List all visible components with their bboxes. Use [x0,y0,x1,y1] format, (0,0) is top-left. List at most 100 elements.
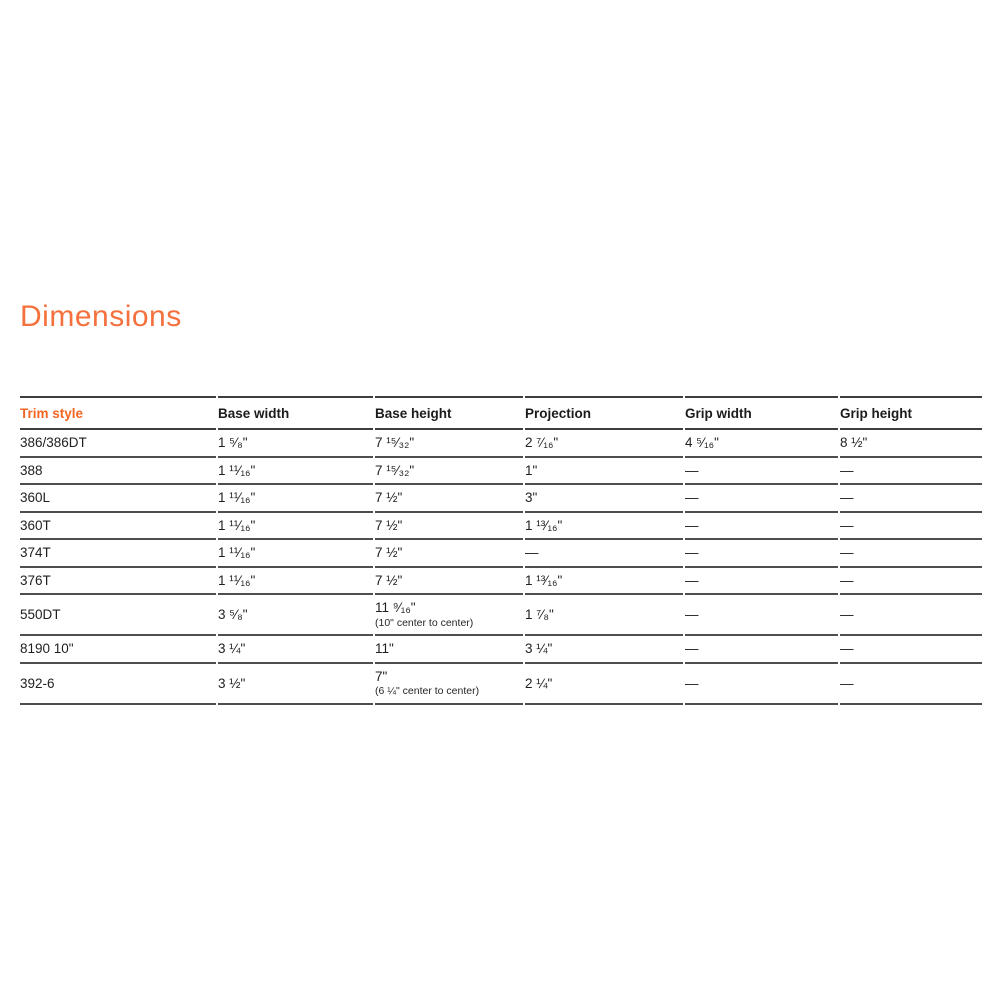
table-header: Trim style Base width Base height Projec… [20,396,982,430]
cell-value: 1 ¹¹⁄₁₆" [218,490,256,506]
cell-value: — [685,462,699,478]
cell-value: 1 ⁵⁄₈" [218,435,248,450]
cell-value: 2 ¼" [525,675,553,691]
cell-value: — [685,606,699,622]
cell-value: 1" [525,462,538,478]
value-cell: 1 ¹¹⁄₁₆" [218,458,373,486]
cell-value: 374T [20,545,51,561]
value-cell: — [840,485,982,513]
cell-value: 376T [20,572,51,588]
value-cell: — [840,513,982,541]
cell-value: 1 ¹¹⁄₁₆" [218,572,256,588]
cell-value: 1 ¹¹⁄₁₆" [218,545,256,561]
trim-style-cell: 386/386DT [20,430,216,458]
trim-style-cell: 360T [20,513,216,541]
table-row: 392-6 3 ½" 7" (6 ¼" center to center) 2 ¼" — — [20,664,982,705]
value-cell: 8 ½" [840,430,982,458]
trim-style-cell: 550DT [20,595,216,637]
trim-style-cell: 392-6 [20,664,216,705]
cell-value: 11 ⁹⁄₁₆" [375,600,416,616]
cell-value: — [840,641,854,657]
cell-value: 1 ¹³⁄₁₆" [525,517,563,533]
trim-style-cell: 360L [20,485,216,513]
cell-value: 550DT [20,606,61,622]
cell-value: — [685,641,699,657]
cell-value: 3 ¼" [218,641,246,657]
cell-value: 388 [20,462,43,478]
table-row: 376T 1 ¹¹⁄₁₆" 7 ½" 1 ¹³⁄₁₆" — — [20,568,982,596]
cell-value: 7 ½" [375,517,403,533]
cell-value: 7 ¹⁵⁄₃₂" [375,435,415,450]
cell-value: 1 ¹¹⁄₁₆" [218,517,256,533]
value-cell: 3" [525,485,683,513]
value-cell: — [685,595,838,637]
value-cell: — [685,636,838,664]
cell-value: 8 ½" [840,435,868,450]
cell-value: — [840,490,854,506]
dimensions-table: Trim style Base width Base height Projec… [18,396,984,705]
table-row: 550DT 3 ⁵⁄₈" 11 ⁹⁄₁₆" (10" center to center… [20,595,982,637]
table-header-row: Trim style Base width Base height Projec… [20,396,982,430]
value-cell: 1 ¹¹⁄₁₆" [218,540,373,568]
value-cell: — [840,540,982,568]
value-cell: — [840,636,982,664]
cell-value: — [840,675,854,691]
table-row: 360T 1 ¹¹⁄₁₆" 7 ½" 1 ¹³⁄₁₆" — — [20,513,982,541]
column-header-grip-width: Grip width [685,396,838,430]
value-cell: 7" (6 ¼" center to center) [375,664,523,705]
cell-value: 7 ½" [375,572,403,588]
cell-value: — [685,490,699,506]
table-row: 386/386DT 1 ⁵⁄₈" 7 ¹⁵⁄₃₂" 2 ⁷⁄₁₆" 4 ⁵⁄₁₆" 8 ½… [20,430,982,458]
cell-value: — [685,572,699,588]
cell-value: 2 ⁷⁄₁₆" [525,435,559,450]
cell-value: — [685,675,699,691]
trim-style-cell: 8190 10" [20,636,216,664]
value-cell: 1 ⁷⁄₈" [525,595,683,637]
cell-value: 3 ⁵⁄₈" [218,606,248,622]
cell-value: — [840,545,854,561]
cell-value: — [685,545,699,561]
table-row: 360L 1 ¹¹⁄₁₆" 7 ½" 3" — — [20,485,982,513]
cell-value: 360T [20,517,51,533]
cell-value: 8190 10" [20,641,74,657]
value-cell: 2 ¼" [525,664,683,705]
value-cell: — [685,513,838,541]
value-cell: 1 ⁵⁄₈" [218,430,373,458]
cell-value: 392-6 [20,675,55,691]
cell-value: — [840,462,854,478]
page-title: Dimensions [20,300,182,333]
value-cell: 11" [375,636,523,664]
cell-value: — [525,545,539,561]
value-cell: 7 ½" [375,513,523,541]
value-cell: 7 ¹⁵⁄₃₂" [375,430,523,458]
trim-style-cell: 374T [20,540,216,568]
table-row: 388 1 ¹¹⁄₁₆" 7 ¹⁵⁄₃₂" 1" — — [20,458,982,486]
cell-value: — [840,606,854,622]
column-header-base-width: Base width [218,396,373,430]
value-cell: 1 ¹¹⁄₁₆" [218,568,373,596]
value-cell: 7 ½" [375,540,523,568]
column-header-grip-height: Grip height [840,396,982,430]
cell-value: — [840,517,854,533]
value-cell: — [685,540,838,568]
value-cell: 3 ⁵⁄₈" [218,595,373,637]
value-cell: 1 ¹³⁄₁₆" [525,568,683,596]
cell-value: 7 ¹⁵⁄₃₂" [375,462,415,478]
value-cell: 2 ⁷⁄₁₆" [525,430,683,458]
value-cell: 1" [525,458,683,486]
cell-value: 360L [20,490,51,506]
cell-note: (10" center to center) [375,616,474,629]
cell-value: 7" [375,668,388,684]
cell-value: 3 ½" [218,675,246,691]
dimensions-table-body: 386/386DT 1 ⁵⁄₈" 7 ¹⁵⁄₃₂" 2 ⁷⁄₁₆" 4 ⁵⁄₁₆" 8 ½… [20,430,982,705]
value-cell: 7 ½" [375,568,523,596]
cell-value: — [685,517,699,533]
value-cell: — [525,540,683,568]
cell-value: 1 ⁷⁄₈" [525,606,554,622]
cell-value: 3 ¼" [525,641,553,657]
value-cell: 1 ¹³⁄₁₆" [525,513,683,541]
trim-style-cell: 388 [20,458,216,486]
cell-value: 4 ⁵⁄₁₆" [685,435,719,450]
cell-note: (6 ¼" center to center) [375,685,480,698]
